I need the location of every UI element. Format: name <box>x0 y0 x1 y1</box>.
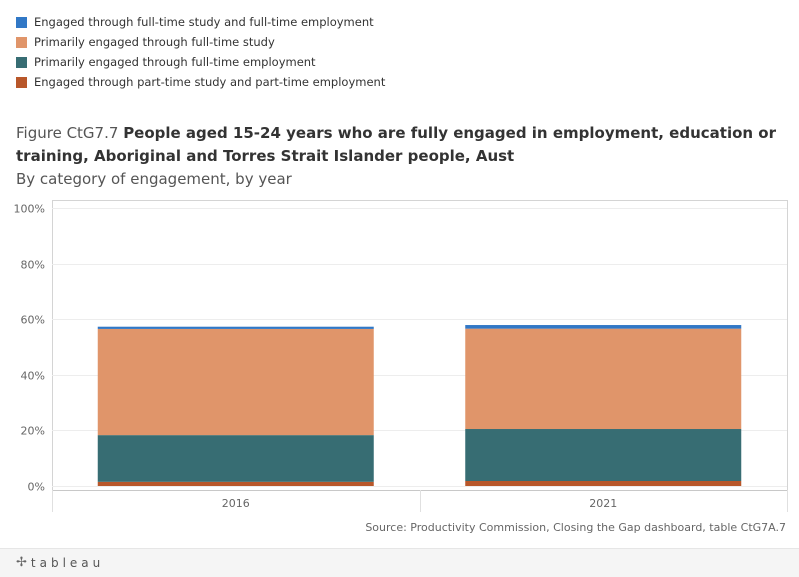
bar-segment <box>97 326 374 329</box>
bar-segment <box>465 325 742 329</box>
legend-item[interactable]: Primarily engaged through full-time stud… <box>16 32 385 52</box>
legend-item[interactable]: Primarily engaged through full-time empl… <box>16 52 385 72</box>
tableau-logo-icon: ✢ <box>16 555 27 570</box>
bar-segment <box>97 328 374 436</box>
bar-segment <box>465 480 742 486</box>
y-tick-label: 40% <box>21 370 45 383</box>
legend-label: Engaged through part-time study and part… <box>34 75 386 89</box>
x-tick-label: 2016 <box>222 497 250 510</box>
y-tick-label: 0% <box>28 481 45 494</box>
legend-label: Primarily engaged through full-time stud… <box>34 35 275 49</box>
legend-item[interactable]: Engaged through part-time study and part… <box>16 72 385 92</box>
legend-swatch <box>16 16 27 28</box>
bar-segment <box>97 481 374 486</box>
legend-swatch <box>16 56 27 68</box>
figure-number: Figure CtG7.7 <box>16 124 119 142</box>
y-tick-label: 20% <box>21 425 45 438</box>
chart-title: Figure CtG7.7 People aged 15-24 years wh… <box>16 122 786 168</box>
bar-segment <box>465 429 742 481</box>
legend-swatch <box>16 76 27 88</box>
source-note: Source: Productivity Commission, Closing… <box>365 521 786 534</box>
tableau-logo-text: tableau <box>30 555 105 570</box>
legend-swatch <box>16 36 27 48</box>
chart-title-main: People aged 15-24 years who are fully en… <box>16 124 776 165</box>
legend-label: Primarily engaged through full-time empl… <box>34 55 316 69</box>
bar-segment <box>97 435 374 482</box>
chart-title-block: Figure CtG7.7 People aged 15-24 years wh… <box>16 122 786 191</box>
legend-item[interactable]: Engaged through full-time study and full… <box>16 12 385 32</box>
legend-label: Engaged through full-time study and full… <box>34 15 374 29</box>
chart-subtitle: By category of engagement, by year <box>16 170 292 188</box>
x-tick-label: 2021 <box>589 497 617 510</box>
stacked-bar-chart: 0% 20% 40% 60% 80% 100% 2016 2021 <box>14 200 788 512</box>
footer-bar: ✢ tableau <box>0 548 799 577</box>
tableau-logo[interactable]: ✢ tableau <box>16 555 104 570</box>
bar-segment <box>465 328 742 430</box>
y-tick-label: 60% <box>21 314 45 327</box>
y-tick-label: 100% <box>14 203 45 216</box>
legend: Engaged through full-time study and full… <box>16 12 385 92</box>
y-tick-label: 80% <box>21 259 45 272</box>
